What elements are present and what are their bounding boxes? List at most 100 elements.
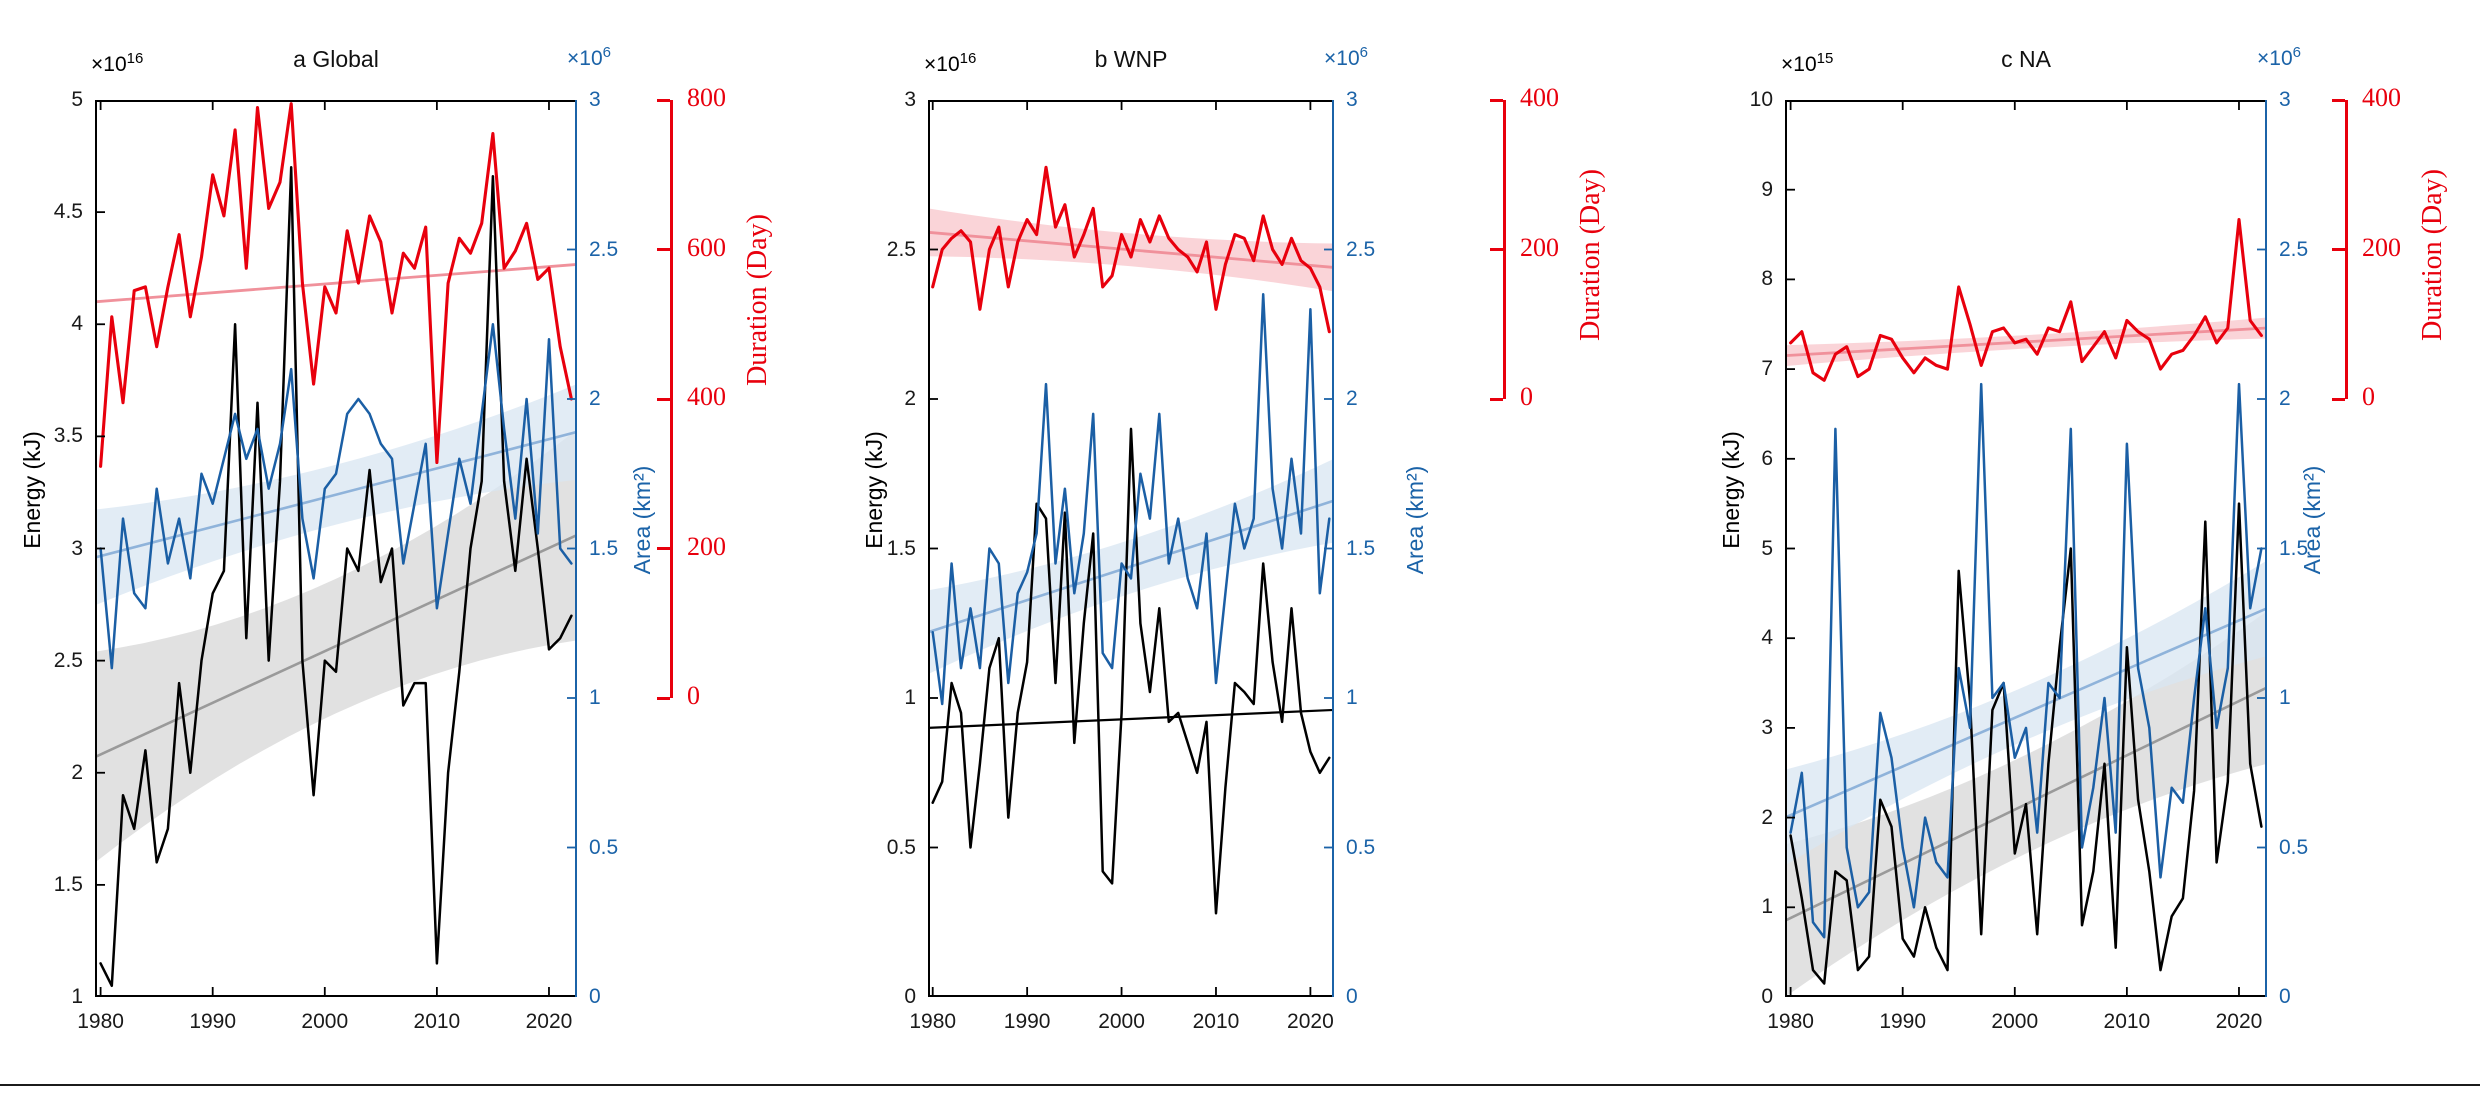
energy-tick-label: 1.5 xyxy=(53,872,83,896)
exponent-power: 6 xyxy=(2292,44,2301,61)
exponent-base: ×10 xyxy=(91,53,127,76)
energy-axis-label: Energy (kJ) xyxy=(19,431,45,549)
area-tick-label: 0 xyxy=(589,985,601,1008)
exponent-power: 15 xyxy=(1816,50,1834,67)
area-tick-label: 2 xyxy=(1346,387,1358,410)
duration-axis-tick xyxy=(1490,397,1503,401)
area-tick-label: 1.5 xyxy=(589,536,619,560)
area-tick-label: 2.5 xyxy=(1346,237,1376,261)
energy-exponent: ×1015 xyxy=(1781,50,1833,77)
area-tick-label: 2.5 xyxy=(589,237,619,261)
plot-area-wnp xyxy=(928,100,1334,997)
exponent-base: ×10 xyxy=(2257,47,2293,70)
energy-tick-label: 4 xyxy=(71,312,83,336)
energy-tick-label: 0 xyxy=(1761,985,1773,1008)
duration-axis-line xyxy=(1503,100,1506,399)
x-tick-label: 2020 xyxy=(2215,1010,2263,1033)
duration-axis-label: Duration (Day) xyxy=(2417,169,2448,341)
area-exponent: ×106 xyxy=(1324,44,1368,71)
duration-axis-label: Duration (Day) xyxy=(742,214,773,386)
area-tick-label: 2.5 xyxy=(2279,237,2309,261)
area-tick-label: 3 xyxy=(2279,88,2291,111)
duration-tick-label: 800 xyxy=(687,83,726,112)
x-tick-label: 1990 xyxy=(1003,1010,1051,1033)
energy-tick-label: 3.5 xyxy=(53,424,83,448)
energy-tick-label: 5 xyxy=(1761,536,1773,560)
exponent-base: ×10 xyxy=(1324,47,1360,70)
energy-tick-label: 4.5 xyxy=(53,200,83,224)
x-tick-label: 2010 xyxy=(2103,1010,2151,1033)
exponent-power: 6 xyxy=(602,44,611,61)
energy-tick-label: 2.5 xyxy=(886,237,916,261)
duration-axis-tick xyxy=(1490,98,1503,102)
area-exponent: ×106 xyxy=(2257,44,2301,71)
x-tick-label: 2000 xyxy=(301,1010,349,1033)
duration-tick-label: 200 xyxy=(687,531,726,561)
exponent-power: 6 xyxy=(1359,44,1368,61)
duration-axis-tick xyxy=(2332,397,2345,401)
energy-axis-label: Energy (kJ) xyxy=(861,431,887,549)
area-exponent: ×106 xyxy=(567,44,611,71)
duration-axis-tick xyxy=(657,397,670,401)
energy-tick-label: 0 xyxy=(904,985,916,1008)
area-tick-label: 0 xyxy=(2279,985,2291,1008)
energy-tick-label: 8 xyxy=(1761,267,1773,291)
duration-tick-label: 0 xyxy=(1520,382,1533,411)
duration-tick-label: 200 xyxy=(2362,232,2401,262)
area-tick-label: 2 xyxy=(2279,387,2291,410)
area-tick-label: 3 xyxy=(589,88,601,111)
exponent-base: ×10 xyxy=(567,47,603,70)
energy-tick-label: 1 xyxy=(71,985,83,1008)
energy-tick-label: 9 xyxy=(1761,177,1773,201)
duration-axis-tick xyxy=(657,696,670,700)
area-tick-label: 1.5 xyxy=(2279,536,2309,560)
energy-tick-label: 0.5 xyxy=(886,835,916,859)
x-tick-label: 1980 xyxy=(909,1010,957,1033)
panel-title: a Global xyxy=(293,46,379,72)
x-tick-label: 1980 xyxy=(77,1010,124,1033)
energy-tick-label: 2 xyxy=(904,387,916,410)
energy-tick-label: 10 xyxy=(1749,88,1773,111)
duration-tick-label: 400 xyxy=(2362,83,2401,112)
x-tick-label: 2010 xyxy=(413,1010,461,1033)
duration-tick-label: 0 xyxy=(687,681,700,710)
x-tick-label: 1990 xyxy=(189,1010,237,1033)
energy-exponent: ×1016 xyxy=(924,50,976,77)
area-tick-label: 1 xyxy=(589,686,601,709)
energy-tick-label: 7 xyxy=(1761,357,1773,381)
duration-axis-tick xyxy=(657,547,670,550)
energy-tick-label: 3 xyxy=(1761,715,1773,739)
duration-axis-label: Duration (Day) xyxy=(1575,169,1606,341)
panel-title: c NA xyxy=(2001,46,2051,72)
area-tick-label: 0.5 xyxy=(589,835,619,859)
area-tick-label: 0.5 xyxy=(2279,835,2309,859)
area-tick-label: 1 xyxy=(2279,686,2291,709)
energy-tick-label: 2 xyxy=(71,760,83,784)
energy-tick-label: 1.5 xyxy=(886,536,916,560)
area-tick-label: 0.5 xyxy=(1346,835,1376,859)
energy-tick-label: 2.5 xyxy=(53,648,83,672)
duration-tick-label: 400 xyxy=(1520,83,1559,112)
energy-tick-label: 4 xyxy=(1761,626,1773,650)
duration-axis-tick xyxy=(1490,248,1503,251)
energy-tick-label: 2 xyxy=(1761,805,1773,829)
x-tick-label: 1980 xyxy=(1767,1010,1814,1033)
x-tick-label: 2000 xyxy=(1098,1010,1145,1033)
x-tick-label: 2000 xyxy=(1991,1010,2039,1033)
page-separator-rule xyxy=(0,1084,2480,1086)
panel-title: b WNP xyxy=(1094,46,1168,72)
duration-axis-line xyxy=(670,100,673,698)
duration-tick-label: 600 xyxy=(687,232,726,262)
area-tick-label: 2 xyxy=(589,387,601,410)
energy-tick-label: 3 xyxy=(904,88,916,111)
duration-axis-tick xyxy=(657,248,670,251)
area-tick-label: 1.5 xyxy=(1346,536,1376,560)
exponent-base: ×10 xyxy=(1781,53,1817,76)
duration-tick-label: 400 xyxy=(687,382,726,411)
x-tick-label: 2020 xyxy=(1287,1010,1334,1033)
energy-tick-label: 3 xyxy=(71,536,83,560)
energy-tick-label: 6 xyxy=(1761,446,1773,470)
area-axis-label: Area (km²) xyxy=(1402,465,1428,575)
exponent-base: ×10 xyxy=(924,53,960,76)
